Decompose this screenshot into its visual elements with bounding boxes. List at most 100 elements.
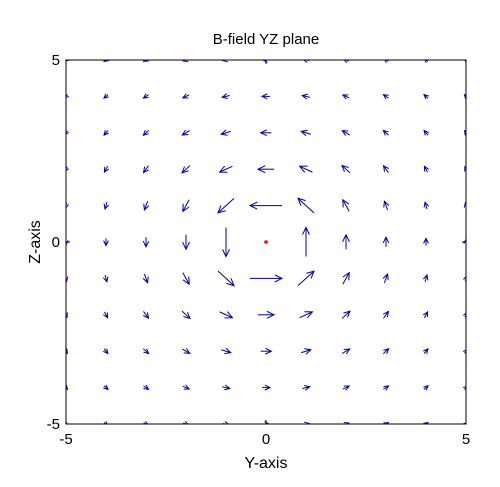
quiver-arrow-shaft bbox=[221, 349, 231, 354]
quiver-arrow-head bbox=[143, 384, 150, 390]
quiver-arrow-shaft bbox=[182, 94, 190, 99]
quiver-arrow-head bbox=[145, 421, 149, 424]
quiver-arrow bbox=[382, 164, 389, 173]
quiver-arrow bbox=[102, 311, 109, 319]
quiver-arrow bbox=[218, 165, 233, 173]
quiver-arrow-shaft bbox=[142, 348, 150, 354]
quiver-arrow-head bbox=[303, 421, 311, 424]
quiver-arrow-head bbox=[183, 311, 191, 320]
quiver-arrow-head bbox=[184, 421, 189, 424]
quiver-arrow-head bbox=[103, 60, 109, 63]
quiver-arrow-shaft bbox=[182, 199, 190, 212]
quiver-arrow-head bbox=[463, 201, 466, 208]
quiver-arrow bbox=[463, 312, 466, 318]
quiver-arrow-head bbox=[66, 132, 69, 135]
quiver-arrow-head bbox=[341, 94, 349, 100]
quiver-arrow bbox=[66, 348, 69, 355]
quiver-arrow bbox=[142, 165, 149, 174]
quiver-arrow-shaft bbox=[342, 130, 350, 136]
quiver-arrow bbox=[217, 270, 235, 287]
quiver-arrow bbox=[219, 311, 234, 319]
quiver-arrow-head bbox=[66, 168, 69, 172]
quiver-arrow-shaft bbox=[302, 95, 310, 98]
quiver-arrow bbox=[102, 274, 109, 283]
quiver-arrow-head bbox=[343, 348, 351, 355]
quiver-arrow-head bbox=[463, 129, 466, 136]
quiver-arrow-head bbox=[143, 312, 150, 320]
quiver-arrow bbox=[222, 384, 231, 391]
quiver-arrow bbox=[221, 60, 229, 63]
quiver-arrow-shaft bbox=[219, 311, 233, 319]
quiver-arrow bbox=[383, 422, 390, 424]
quiver-arrow bbox=[382, 129, 390, 136]
quiver-arrow-head bbox=[383, 347, 390, 355]
quiver-arrow bbox=[258, 310, 276, 319]
quiver-arrow-shaft bbox=[424, 274, 428, 282]
quiver-arrow-head bbox=[383, 60, 387, 63]
quiver-arrow-head bbox=[463, 349, 466, 352]
quiver-arrow-head bbox=[423, 385, 429, 391]
x-tick-label-0: -5 bbox=[59, 431, 72, 448]
quiver-arrow-head bbox=[103, 384, 109, 391]
quiver-arrow bbox=[220, 129, 231, 136]
quiver-arrow bbox=[66, 312, 68, 319]
quiver-arrow bbox=[182, 199, 190, 213]
quiver-arrow bbox=[181, 165, 191, 174]
quiver-arrow bbox=[182, 348, 191, 355]
quiver-arrow bbox=[383, 60, 389, 63]
quiver-arrow bbox=[422, 310, 429, 318]
quiver-arrow bbox=[66, 276, 69, 283]
quiver-arrow-head bbox=[183, 348, 191, 355]
quiver-arrow bbox=[464, 165, 466, 172]
quiver-arrow bbox=[221, 93, 230, 100]
quiver-arrow bbox=[217, 197, 235, 214]
quiver-arrow bbox=[382, 347, 390, 355]
quiver-arrow bbox=[423, 237, 429, 246]
quiver-arrow bbox=[422, 273, 429, 282]
quiver-arrow-head bbox=[304, 384, 311, 391]
quiver-arrow bbox=[66, 130, 69, 135]
quiver-arrow-shaft bbox=[302, 386, 310, 389]
quiver-arrow-head bbox=[143, 348, 150, 355]
quiver-arrow-head bbox=[302, 226, 310, 235]
quiver-arrow bbox=[182, 384, 191, 390]
quiver-arrow bbox=[103, 130, 109, 137]
quiver-arrow bbox=[297, 197, 315, 214]
quiver-arrow bbox=[222, 421, 230, 424]
x-tick-label-1: 0 bbox=[262, 431, 270, 448]
quiver-arrow-head bbox=[266, 310, 276, 319]
quiver-arrow-head bbox=[181, 129, 189, 136]
quiver-arrow bbox=[383, 385, 390, 391]
quiver-arrow bbox=[143, 311, 150, 320]
quiver-arrow-head bbox=[422, 273, 429, 281]
quiver-arrow-shaft bbox=[219, 165, 233, 173]
quiver-arrow bbox=[260, 347, 273, 355]
quiver-arrow-shaft bbox=[341, 165, 351, 174]
quiver-arrow-head bbox=[383, 385, 390, 391]
quiver-arrow-head bbox=[423, 347, 429, 354]
quiver-arrow bbox=[66, 202, 69, 209]
quiver-arrow bbox=[66, 166, 69, 172]
x-axis-label: Y-axis bbox=[245, 455, 288, 472]
quiver-arrow-head bbox=[142, 166, 149, 174]
quiver-arrow bbox=[301, 348, 312, 355]
quiver-arrow-shaft bbox=[342, 272, 350, 285]
quiver-arrow bbox=[248, 201, 282, 210]
quiver-arrow bbox=[302, 60, 310, 63]
quiver-arrow bbox=[182, 60, 189, 63]
quiver-arrow-head bbox=[343, 421, 350, 424]
quiver-arrow-head bbox=[264, 384, 272, 391]
quiver-arrow-head bbox=[217, 205, 226, 214]
quiver-arrow bbox=[341, 94, 350, 100]
quiver-arrow-head bbox=[182, 203, 190, 213]
quiver-arrow-head bbox=[66, 312, 68, 319]
quiver-arrow bbox=[423, 93, 429, 100]
quiver-arrow-shaft bbox=[342, 385, 350, 390]
quiver-arrow-shaft bbox=[464, 350, 466, 354]
quiver-arrow-shaft bbox=[181, 165, 191, 174]
quiver-arrow-head bbox=[265, 347, 273, 355]
quiver-arrow-head bbox=[220, 129, 228, 136]
quiver-arrow bbox=[259, 129, 272, 137]
quiver-arrow bbox=[103, 238, 109, 247]
